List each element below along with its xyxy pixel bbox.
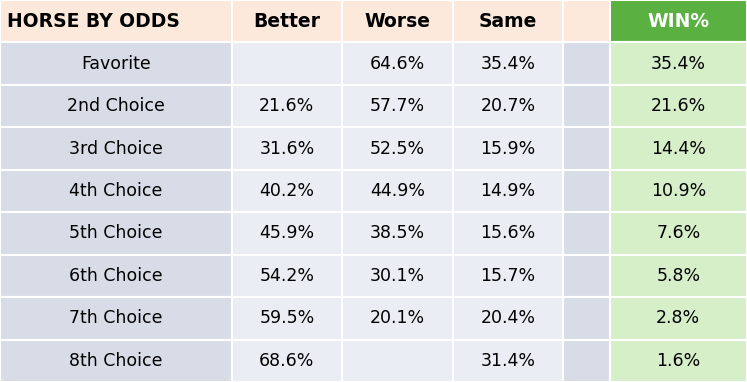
FancyBboxPatch shape <box>453 340 563 382</box>
FancyBboxPatch shape <box>453 85 563 127</box>
FancyBboxPatch shape <box>453 42 563 85</box>
FancyBboxPatch shape <box>563 127 610 170</box>
Text: 31.4%: 31.4% <box>480 352 536 370</box>
Text: 35.4%: 35.4% <box>480 55 536 73</box>
Text: 3rd Choice: 3rd Choice <box>69 139 163 157</box>
Text: 15.6%: 15.6% <box>480 224 536 243</box>
Text: 7.6%: 7.6% <box>656 224 701 243</box>
FancyBboxPatch shape <box>453 0 563 42</box>
FancyBboxPatch shape <box>342 127 453 170</box>
FancyBboxPatch shape <box>563 42 610 85</box>
Text: WIN%: WIN% <box>647 12 710 31</box>
Text: 15.9%: 15.9% <box>480 139 536 157</box>
Text: 40.2%: 40.2% <box>259 182 314 200</box>
FancyBboxPatch shape <box>610 297 747 340</box>
Text: 2nd Choice: 2nd Choice <box>66 97 165 115</box>
FancyBboxPatch shape <box>453 127 563 170</box>
FancyBboxPatch shape <box>342 85 453 127</box>
FancyBboxPatch shape <box>610 127 747 170</box>
FancyBboxPatch shape <box>0 42 232 85</box>
Text: 15.7%: 15.7% <box>480 267 536 285</box>
Text: 64.6%: 64.6% <box>370 55 425 73</box>
FancyBboxPatch shape <box>232 0 342 42</box>
Text: 21.6%: 21.6% <box>259 97 314 115</box>
FancyBboxPatch shape <box>453 255 563 297</box>
Text: Worse: Worse <box>365 12 430 31</box>
FancyBboxPatch shape <box>563 255 610 297</box>
Text: 🎣: 🎣 <box>129 367 147 382</box>
FancyBboxPatch shape <box>0 212 232 255</box>
FancyBboxPatch shape <box>563 340 610 382</box>
Text: 38.5%: 38.5% <box>370 224 425 243</box>
FancyBboxPatch shape <box>563 85 610 127</box>
Text: 45.9%: 45.9% <box>259 224 314 243</box>
Text: 21.6%: 21.6% <box>651 97 706 115</box>
FancyBboxPatch shape <box>0 170 232 212</box>
FancyBboxPatch shape <box>342 0 453 42</box>
FancyBboxPatch shape <box>563 170 610 212</box>
Text: Better: Better <box>253 12 320 31</box>
FancyBboxPatch shape <box>0 85 232 127</box>
Text: BETMI: BETMI <box>0 350 123 382</box>
Text: 20.1%: 20.1% <box>370 309 425 327</box>
Text: 5th Choice: 5th Choice <box>69 224 163 243</box>
FancyBboxPatch shape <box>610 42 747 85</box>
FancyBboxPatch shape <box>342 255 453 297</box>
FancyBboxPatch shape <box>563 212 610 255</box>
FancyBboxPatch shape <box>610 255 747 297</box>
FancyBboxPatch shape <box>232 340 342 382</box>
FancyBboxPatch shape <box>453 212 563 255</box>
Text: 30.1%: 30.1% <box>370 267 425 285</box>
FancyBboxPatch shape <box>232 127 342 170</box>
Text: 20.7%: 20.7% <box>480 97 536 115</box>
FancyBboxPatch shape <box>342 340 453 382</box>
FancyBboxPatch shape <box>610 170 747 212</box>
FancyBboxPatch shape <box>232 212 342 255</box>
FancyBboxPatch shape <box>232 255 342 297</box>
Text: 59.5%: 59.5% <box>259 309 314 327</box>
Text: 44.9%: 44.9% <box>370 182 425 200</box>
Text: 52.5%: 52.5% <box>370 139 425 157</box>
FancyBboxPatch shape <box>0 297 232 340</box>
Text: 4th Choice: 4th Choice <box>69 182 163 200</box>
Text: 31.6%: 31.6% <box>259 139 314 157</box>
Text: 10.9%: 10.9% <box>651 182 706 200</box>
Text: 20.4%: 20.4% <box>480 309 536 327</box>
FancyBboxPatch shape <box>563 297 610 340</box>
FancyBboxPatch shape <box>0 0 232 42</box>
Text: 54.2%: 54.2% <box>259 267 314 285</box>
Text: 1.6%: 1.6% <box>656 352 701 370</box>
FancyBboxPatch shape <box>610 0 747 42</box>
FancyBboxPatch shape <box>342 212 453 255</box>
Text: 7th Choice: 7th Choice <box>69 309 163 327</box>
Text: 2.8%: 2.8% <box>656 309 701 327</box>
FancyBboxPatch shape <box>232 42 342 85</box>
FancyBboxPatch shape <box>342 42 453 85</box>
Text: 8th Choice: 8th Choice <box>69 352 163 370</box>
FancyBboxPatch shape <box>610 340 747 382</box>
Text: HORSE BY ODDS: HORSE BY ODDS <box>7 12 180 31</box>
Text: 14.4%: 14.4% <box>651 139 706 157</box>
FancyBboxPatch shape <box>342 297 453 340</box>
FancyBboxPatch shape <box>0 127 232 170</box>
FancyBboxPatch shape <box>342 170 453 212</box>
FancyBboxPatch shape <box>610 85 747 127</box>
Text: 57.7%: 57.7% <box>370 97 425 115</box>
FancyBboxPatch shape <box>0 255 232 297</box>
Text: 5.8%: 5.8% <box>656 267 701 285</box>
Text: 14.9%: 14.9% <box>480 182 536 200</box>
FancyBboxPatch shape <box>453 297 563 340</box>
FancyBboxPatch shape <box>610 212 747 255</box>
Text: 35.4%: 35.4% <box>651 55 706 73</box>
Text: 68.6%: 68.6% <box>259 352 314 370</box>
FancyBboxPatch shape <box>232 85 342 127</box>
Text: Favorite: Favorite <box>81 55 151 73</box>
FancyBboxPatch shape <box>563 0 610 42</box>
FancyBboxPatch shape <box>0 340 232 382</box>
FancyBboxPatch shape <box>453 170 563 212</box>
FancyBboxPatch shape <box>232 170 342 212</box>
Text: Same: Same <box>479 12 537 31</box>
Text: 6th Choice: 6th Choice <box>69 267 163 285</box>
FancyBboxPatch shape <box>232 297 342 340</box>
